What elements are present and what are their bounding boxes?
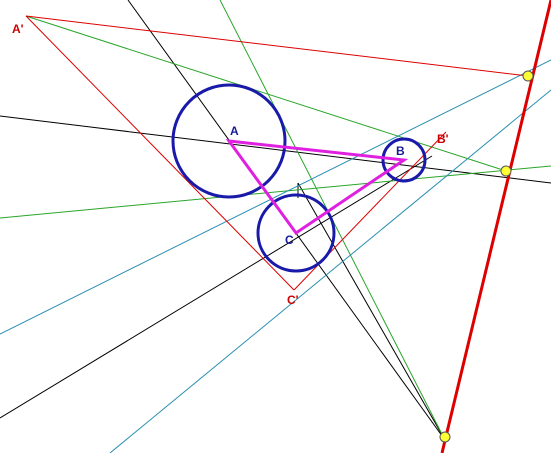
- label-A-prime: A': [12, 22, 24, 36]
- black-line-4: [297, 182, 446, 441]
- circle-C: [256, 193, 336, 273]
- label-A: A: [230, 124, 239, 138]
- red-tangent-AB: [25, 15, 529, 77]
- label-B-prime: B': [437, 132, 449, 146]
- green-line-1: [0, 165, 551, 219]
- triangle-ABC: [225, 139, 409, 236]
- circle-A: [171, 83, 287, 199]
- red-tangent-AC: [25, 15, 295, 291]
- point-middle: [500, 165, 512, 177]
- teal-line-2: [109, 89, 551, 453]
- teal-line-1: [0, 59, 551, 335]
- black-line-3: [0, 155, 433, 419]
- label-C: C: [285, 233, 294, 247]
- point-top: [522, 70, 534, 82]
- label-B: B: [396, 144, 405, 158]
- green-line-2: [25, 15, 507, 172]
- label-C-prime: C': [287, 293, 299, 307]
- black-line-2: [0, 115, 551, 184]
- point-bottom: [439, 431, 451, 443]
- circle-B: [381, 137, 427, 183]
